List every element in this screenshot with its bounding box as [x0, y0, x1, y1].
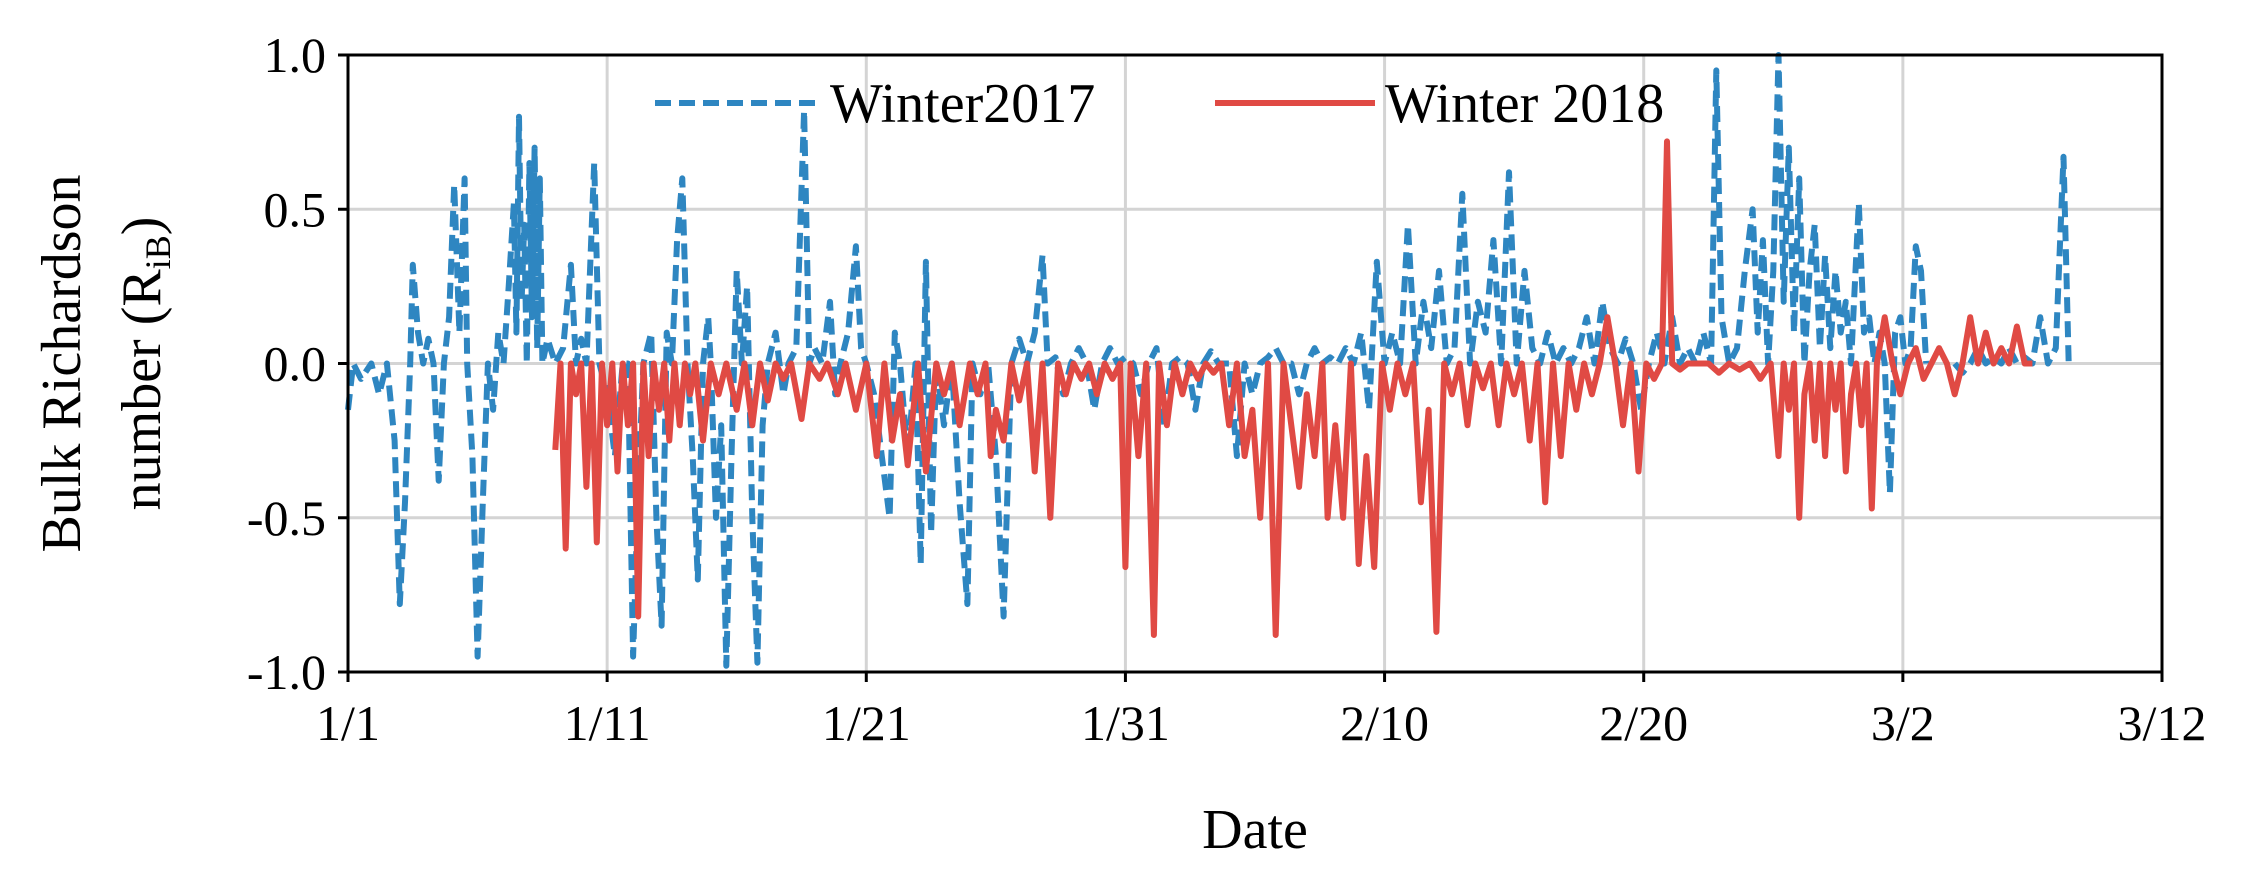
y-tick-label-2: 0.0 [264, 336, 327, 392]
y-tick-label-0: 1.0 [264, 27, 327, 83]
series-line-1 [552, 138, 2033, 638]
y-axis-title-main: number (R [111, 269, 173, 511]
x-tick-label-5: 2/20 [1599, 695, 1688, 751]
y-axis-title-subscript: iB [138, 235, 178, 269]
series-group [345, 52, 2072, 669]
x-tick-label-2: 1/21 [822, 695, 911, 751]
y-tick-label-1: 0.5 [264, 181, 327, 237]
x-tick-label-0: 1/1 [316, 695, 380, 751]
legend: Winter2017 Winter 2018 [655, 73, 1664, 135]
x-axis-title: Date [1202, 799, 1308, 861]
x-tick-label-7: 3/12 [2118, 695, 2207, 751]
y-tick-label-4: -1.0 [247, 644, 326, 700]
x-tick-label-4: 2/10 [1340, 695, 1429, 751]
legend-label-1: Winter 2018 [1385, 73, 1664, 135]
x-tick-label-1: 1/11 [564, 695, 651, 751]
y-tick-label-3: -0.5 [247, 490, 326, 546]
x-tick-label-6: 3/2 [1871, 695, 1935, 751]
x-tick-label-3: 1/31 [1081, 695, 1170, 751]
tick-labels: 1/1 1/11 1/21 1/31 2/10 2/20 3/2 3/12 1.0 0.5 0.0 -… [247, 27, 2207, 751]
legend-label-0: Winter2017 [830, 73, 1095, 135]
y-axis-title-line2: number (RiB) [111, 217, 178, 511]
y-axis-title-line1: Bulk Richardson [31, 175, 93, 553]
y-axis-title-end: ) [111, 217, 173, 236]
